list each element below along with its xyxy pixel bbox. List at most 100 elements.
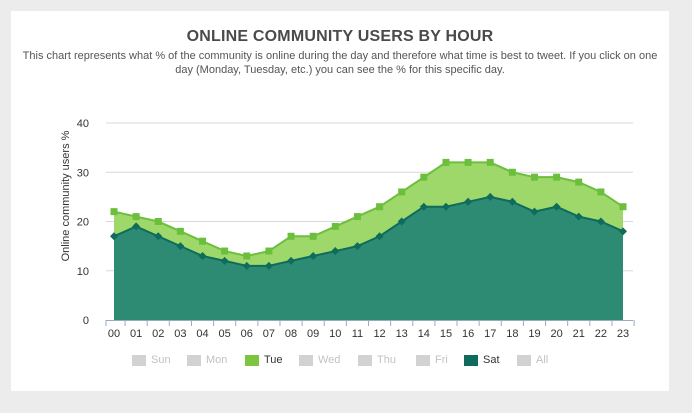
marker-sat	[441, 202, 450, 211]
legend-label: Sat	[483, 354, 500, 366]
marker-sat	[220, 256, 229, 265]
axes: 0 10 20 30 40 00 01 02 03 04 05 06 07 08 09 10 11 12 13 14 1…	[77, 118, 635, 340]
legend-label: Sun	[151, 354, 171, 366]
x-tick-label: 19	[528, 328, 540, 340]
marker-tue	[221, 247, 229, 255]
legend-swatch	[517, 354, 531, 366]
legend-label: Tue	[264, 354, 283, 366]
y-tick-label: 40	[77, 118, 89, 130]
x-tick-label: 08	[285, 328, 297, 340]
chart-card: ONLINE COMMUNITY USERS BY HOUR This char…	[11, 11, 669, 391]
x-tick-label: 05	[219, 328, 231, 340]
x-tick-label: 00	[108, 328, 120, 340]
marker-sat	[154, 232, 163, 241]
marker-sat	[552, 202, 561, 211]
marker-sat	[619, 227, 627, 236]
legend-label: Wed	[318, 354, 341, 366]
legend-swatch	[132, 354, 146, 366]
marker-sat	[508, 197, 517, 206]
legend-item-all[interactable]: All	[517, 352, 548, 368]
marker-sat	[574, 212, 583, 221]
marker-tue	[486, 158, 494, 166]
marker-sat	[132, 222, 141, 231]
marker-tue	[243, 252, 251, 260]
x-tick-label: 17	[484, 328, 496, 340]
x-tick-label: 04	[196, 328, 208, 340]
x-tick-label: 11	[352, 328, 363, 340]
marker-sat	[419, 202, 428, 211]
legend-item-fri[interactable]: Fri	[416, 352, 448, 368]
marker-sat	[176, 242, 185, 251]
data-markers	[110, 158, 627, 270]
line-tue	[113, 161, 624, 257]
x-tick-label: 13	[396, 328, 408, 340]
chart-legend: Sun Mon Tue Wed Thu Fri Sat All	[11, 352, 669, 368]
legend-label: Thu	[377, 354, 396, 366]
marker-sat	[353, 242, 362, 251]
y-axis-label: Online community users %	[60, 130, 72, 261]
legend-swatch	[358, 354, 372, 366]
area-sat	[114, 196, 623, 320]
marker-tue	[331, 222, 339, 230]
line-sat	[113, 195, 624, 267]
x-tick-label: 12	[373, 328, 385, 340]
legend-swatch	[464, 354, 478, 366]
y-tick-label: 20	[77, 217, 89, 229]
legend-item-mon[interactable]: Mon	[187, 352, 227, 368]
legend-swatch	[416, 354, 430, 366]
x-tick-label: 09	[307, 328, 319, 340]
marker-tue	[442, 158, 450, 166]
legend-label: All	[536, 354, 549, 366]
marker-tue	[132, 213, 140, 221]
x-tick-label: 06	[241, 328, 253, 340]
marker-tue	[553, 173, 561, 181]
legend-item-sun[interactable]: Sun	[132, 352, 171, 368]
marker-sat	[110, 232, 118, 241]
marker-sat	[530, 207, 539, 216]
marker-tue	[530, 173, 538, 181]
marker-tue	[353, 213, 361, 221]
y-tick-label: 0	[83, 315, 89, 327]
legend-swatch	[299, 354, 313, 366]
area-chart: 0 10 20 30 40 00 01 02 03 04 05 06 07 08 09 10 11 12 13 14 1…	[60, 118, 635, 340]
area-series	[113, 161, 624, 320]
x-tick-label: 16	[462, 328, 474, 340]
marker-tue	[597, 188, 605, 196]
marker-tue	[575, 178, 583, 186]
x-tick-label: 21	[573, 328, 585, 340]
marker-sat	[375, 232, 384, 241]
x-tick-label: 18	[506, 328, 518, 340]
marker-tue	[199, 237, 207, 245]
legend-label: Mon	[206, 354, 228, 366]
marker-tue	[287, 232, 295, 240]
legend-item-tue[interactable]: Tue	[245, 352, 283, 368]
marker-sat	[198, 251, 207, 260]
x-tick-label: 02	[152, 328, 164, 340]
marker-sat	[331, 247, 340, 256]
marker-sat	[287, 256, 296, 265]
marker-tue	[110, 208, 118, 216]
legend-item-thu[interactable]: Thu	[358, 352, 396, 368]
marker-tue	[420, 173, 428, 181]
marker-tue	[176, 227, 184, 235]
x-tick-label: 22	[595, 328, 607, 340]
marker-tue	[265, 247, 273, 255]
x-tick-label: 14	[418, 328, 430, 340]
legend-swatch	[245, 354, 259, 366]
marker-tue	[508, 168, 516, 176]
marker-sat	[242, 261, 251, 270]
marker-tue	[154, 218, 162, 225]
x-tick-label: 10	[329, 328, 341, 340]
marker-sat	[486, 192, 495, 201]
y-tick-label: 30	[77, 167, 89, 179]
marker-tue	[309, 232, 317, 240]
x-tick-label: 03	[174, 328, 186, 340]
marker-tue	[464, 158, 472, 166]
chart-title: ONLINE COMMUNITY USERS BY HOUR	[186, 28, 494, 45]
legend-item-sat[interactable]: Sat	[464, 352, 500, 368]
marker-tue	[376, 203, 384, 211]
x-tick-label: 20	[550, 328, 562, 340]
x-tick-label: 07	[263, 328, 275, 340]
marker-sat	[464, 197, 473, 206]
legend-item-wed[interactable]: Wed	[299, 352, 340, 368]
